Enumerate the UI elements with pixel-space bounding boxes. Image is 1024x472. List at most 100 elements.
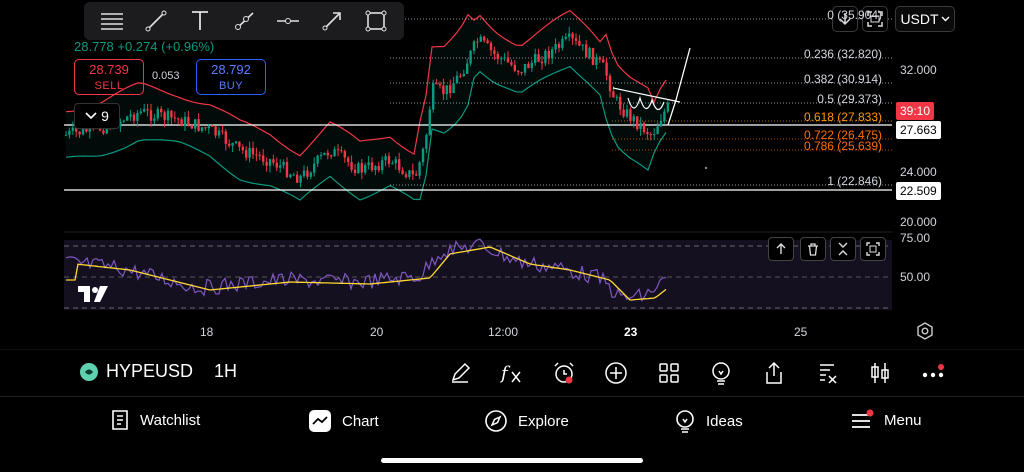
buy-button[interactable]: 28.792 BUY: [196, 59, 266, 95]
line-tool-icon[interactable]: [140, 5, 172, 37]
text-tool-icon[interactable]: [184, 5, 216, 37]
candle-body: [476, 41, 479, 43]
candle-body: [180, 119, 183, 127]
sell-button[interactable]: 28.739 SELL: [74, 59, 144, 95]
arrow-tool-icon[interactable]: [316, 5, 348, 37]
candle-body: [143, 109, 146, 112]
candle-body: [544, 50, 547, 64]
candle-body: [353, 169, 357, 173]
price-change-quote: 28.778 +0.274 (+0.96%): [74, 39, 215, 54]
candle-body: [177, 118, 180, 120]
time-axis-label: 23: [624, 325, 638, 339]
chart-settings-button[interactable]: [916, 322, 934, 345]
nav-explore[interactable]: Explore: [484, 409, 569, 433]
candle-body: [503, 57, 506, 59]
candle-body: [649, 134, 652, 136]
candle-body: [642, 122, 646, 132]
spread-value: 0.053: [152, 70, 180, 82]
lightbulb-icon: [676, 410, 694, 433]
currency-selector[interactable]: USDT: [895, 6, 955, 32]
candle-body: [370, 162, 374, 171]
trend-line-drawing[interactable]: [612, 87, 681, 103]
chart-type-button[interactable]: [867, 360, 893, 386]
candle-body: [302, 170, 306, 176]
candle-body: [540, 61, 544, 64]
lightbulb-icon: [712, 362, 730, 385]
candle-body: [452, 83, 455, 94]
candle-body: [605, 62, 608, 76]
countdown-price-tag: 39:10: [896, 102, 935, 120]
candle-body: [228, 143, 231, 146]
maximize-pane-button[interactable]: [860, 237, 886, 261]
nav-watchlist[interactable]: Watchlist: [110, 409, 200, 431]
candle-body: [639, 122, 642, 129]
bottom-navigation: Watchlist Chart Explore Ideas Menu: [0, 396, 1024, 450]
candle-body: [217, 130, 221, 136]
trend-lines-icon[interactable]: [96, 5, 128, 37]
candle-body: [483, 36, 486, 41]
symbol-name[interactable]: HYPEUSD: [106, 361, 194, 381]
indicators-button[interactable]: f: [499, 360, 525, 386]
projection-path-drawing[interactable]: [667, 47, 691, 126]
add-button[interactable]: [603, 360, 629, 386]
nav-chart[interactable]: Chart: [308, 409, 379, 433]
candles-icon: [871, 363, 889, 383]
share-button[interactable]: [761, 360, 787, 386]
nav-ideas[interactable]: Ideas: [674, 409, 743, 433]
nav-menu[interactable]: Menu: [850, 409, 922, 431]
indicators-toggle-button[interactable]: 9: [74, 103, 120, 129]
collapse-icon: [838, 242, 848, 256]
price-axis-label: 32.000: [900, 63, 937, 77]
nav-label: Chart: [342, 412, 379, 430]
candle-body: [292, 174, 295, 176]
candle-body: [75, 127, 78, 132]
candle-body: [173, 117, 176, 119]
collapse-pane-button[interactable]: [830, 237, 856, 261]
draw-tool-button[interactable]: [447, 360, 473, 386]
candle-body: [248, 147, 251, 158]
wave-drawing[interactable]: [627, 95, 665, 111]
buy-price: 28.792: [211, 62, 251, 77]
candle-body: [615, 96, 618, 98]
candle-body: [578, 40, 581, 46]
candle-body: [534, 54, 537, 63]
horizontal-line-icon[interactable]: [272, 5, 304, 37]
candle-body: [245, 150, 248, 158]
move-pane-up-button[interactable]: [768, 237, 794, 261]
candle-body: [394, 159, 397, 164]
candle-body: [71, 127, 74, 131]
candle-body: [537, 54, 540, 62]
candle-body: [438, 83, 442, 86]
rectangle-tool-icon[interactable]: [360, 5, 392, 37]
candle-body: [306, 170, 309, 177]
candle-body: [646, 131, 649, 135]
sell-label: SELL: [94, 80, 124, 92]
fullscreen-button[interactable]: [862, 6, 888, 32]
layout-button[interactable]: [656, 360, 682, 386]
alert-button[interactable]: [551, 360, 577, 386]
chart-canvas[interactable]: [0, 0, 1024, 350]
more-button[interactable]: [920, 360, 946, 386]
candle-body: [598, 57, 601, 60]
candle-body: [612, 91, 615, 98]
menu-icon: [852, 409, 874, 428]
candle-body: [183, 116, 187, 127]
delete-pane-button[interactable]: [800, 237, 826, 261]
candle-body: [268, 159, 272, 166]
ray-tool-icon[interactable]: [228, 5, 260, 37]
candle-body: [146, 109, 149, 111]
scroll-down-button[interactable]: [832, 6, 858, 32]
candle-body: [506, 57, 510, 63]
drawing-toolbar: [84, 2, 404, 40]
candle-body: [289, 174, 292, 178]
candle-body: [309, 172, 312, 177]
price-axis-label: 20.000: [900, 215, 937, 229]
object-tree-button[interactable]: [815, 360, 841, 386]
ideas-button[interactable]: [708, 360, 734, 386]
interval-selector[interactable]: 1H: [214, 361, 238, 381]
candle-body: [500, 58, 503, 60]
candle-body: [102, 130, 105, 134]
candle-body: [404, 174, 408, 177]
fib-level-label: 0 (35.904): [827, 8, 882, 22]
candle-body: [241, 146, 244, 151]
